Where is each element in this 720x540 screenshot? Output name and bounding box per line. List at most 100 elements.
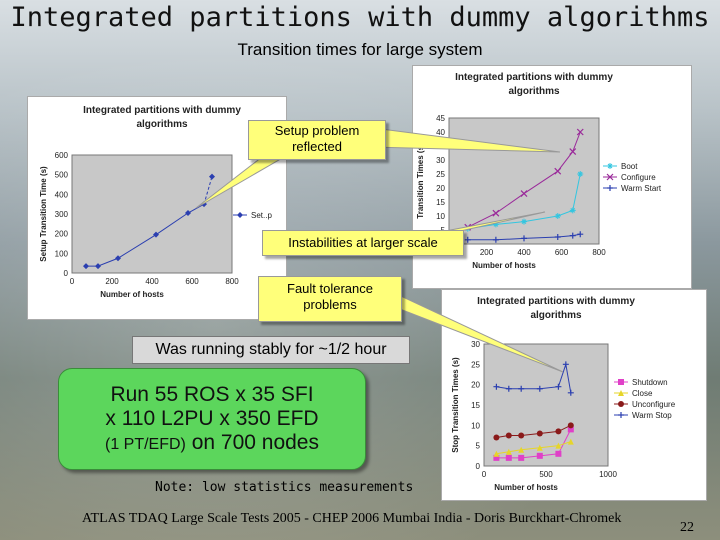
data-point: [536, 452, 543, 459]
data-point: [518, 446, 525, 453]
y-tick-label: 500: [55, 171, 69, 180]
data-point: [554, 213, 561, 219]
data-point: [536, 444, 543, 451]
y-tick-label: 25: [471, 360, 480, 369]
setup-problem-callout: Setup problem reflected: [248, 120, 386, 160]
y-tick-label: 600: [55, 151, 69, 160]
stop-chart-panel: Integrated partitions with dummy algorith…: [441, 289, 707, 501]
run-config-pt: (1 PT/EFD): [104, 436, 186, 453]
data-point: [536, 385, 543, 392]
data-point: [567, 438, 574, 445]
x-axis-label: Number of hosts: [100, 290, 164, 299]
x-tick-label: 200: [105, 277, 119, 286]
y-tick-label: 30: [471, 340, 480, 349]
slide-title: Integrated partitions with dummy algorit…: [10, 2, 710, 33]
data-point: [569, 232, 576, 239]
y-tick-label: 0: [64, 269, 69, 278]
chart-title-line2: algorithms: [508, 86, 560, 97]
stable-run-text: Was running stably for ~1/2 hour: [155, 341, 387, 358]
data-point: [569, 207, 576, 214]
y-tick-label: 100: [55, 249, 69, 258]
data-point: [518, 385, 525, 392]
legend-marker: [607, 185, 613, 191]
y-tick-label: 10: [471, 421, 480, 430]
x-tick-label: 600: [555, 248, 569, 257]
data-point: [554, 167, 562, 175]
x-tick-label: 800: [592, 248, 606, 257]
data-point: [115, 255, 121, 262]
data-point: [518, 454, 525, 461]
data-point: [505, 432, 512, 439]
x-tick-label: 1000: [599, 470, 617, 479]
stable-run-box: Was running stably for ~1/2 hour: [132, 336, 410, 364]
legend-marker: [618, 390, 624, 396]
run-config-line3: (1 PT/EFD) on 700 nodes: [59, 431, 365, 455]
chart-title-line1: Integrated partitions with dummy: [477, 296, 635, 307]
data-point: [555, 450, 562, 457]
instabilities-callout: Instabilities at larger scale: [262, 230, 464, 256]
data-point: [569, 148, 577, 156]
data-point: [576, 128, 584, 136]
x-axis-label: Number of hosts: [494, 483, 558, 492]
y-tick-label: 400: [55, 190, 69, 199]
x-tick-label: 800: [225, 277, 239, 286]
x-tick-label: 0: [70, 277, 75, 286]
y-tick-label: 10: [436, 212, 445, 221]
legend-marker: [618, 401, 624, 407]
y-tick-label: 20: [471, 381, 480, 390]
data-point: [492, 236, 499, 243]
legend-marker: [618, 412, 624, 418]
data-point: [562, 361, 569, 368]
data-point: [555, 442, 562, 449]
y-tick-label: 0: [476, 462, 481, 471]
y-axis-label: Stop Transition Times (s): [451, 357, 460, 453]
y-tick-label: 45: [436, 114, 445, 123]
data-point: [536, 430, 543, 437]
data-point: [95, 263, 101, 270]
page-number: 22: [680, 520, 694, 535]
y-tick-label: 30: [436, 156, 445, 165]
x-tick-label: 400: [517, 248, 531, 257]
data-point: [518, 432, 525, 439]
data-point: [464, 236, 471, 243]
fault-tolerance-text: Fault tolerance problems: [287, 281, 373, 312]
x-axis-label: Number of hosts: [472, 261, 536, 270]
chart-title-line2: algorithms: [136, 119, 188, 130]
legend-marker: [237, 212, 243, 218]
legend-label: Set..p: [251, 211, 272, 220]
slide-footer: ATLAS TDAQ Large Scale Tests 2005 - CHEP…: [82, 511, 622, 526]
chart-title-line2: algorithms: [530, 310, 582, 321]
x-tick-label: 200: [480, 248, 494, 257]
legend-label: Unconfigure: [632, 400, 676, 409]
slide-subtitle: Transition times for large system: [237, 40, 483, 59]
data-point: [554, 234, 561, 240]
y-tick-label: 5: [476, 442, 481, 451]
data-point: [577, 231, 584, 238]
run-config-line2: x 110 L2PU x 350 EFD: [105, 407, 319, 430]
data-point: [185, 210, 191, 217]
legend-marker: [618, 379, 624, 385]
legend-marker: [606, 173, 614, 181]
run-config-nodes: on 700 nodes: [185, 431, 319, 454]
legend-label: Configure: [621, 173, 656, 182]
statistics-note: Note: low statistics measurements: [155, 480, 414, 495]
y-tick-label: 300: [55, 210, 69, 219]
data-point: [493, 383, 500, 390]
run-config-line1: Run 55 ROS x 35 SFI: [110, 383, 314, 406]
data-point: [493, 434, 500, 441]
y-tick-label: 25: [436, 170, 445, 179]
data-point: [493, 450, 500, 457]
plot-area: [71, 154, 233, 274]
legend-label: Boot: [621, 162, 638, 171]
data-point: [555, 383, 562, 390]
x-tick-label: 0: [482, 470, 487, 479]
fault-tolerance-callout: Fault tolerance problems: [258, 276, 402, 322]
y-tick-label: 20: [436, 184, 445, 193]
data-point: [153, 231, 159, 238]
instabilities-text: Instabilities at larger scale: [288, 235, 438, 250]
data-point: [505, 448, 512, 455]
legend-label: Close: [632, 389, 653, 398]
y-tick-label: 15: [436, 198, 445, 207]
y-tick-label: 35: [436, 142, 445, 151]
data-point: [577, 171, 584, 177]
